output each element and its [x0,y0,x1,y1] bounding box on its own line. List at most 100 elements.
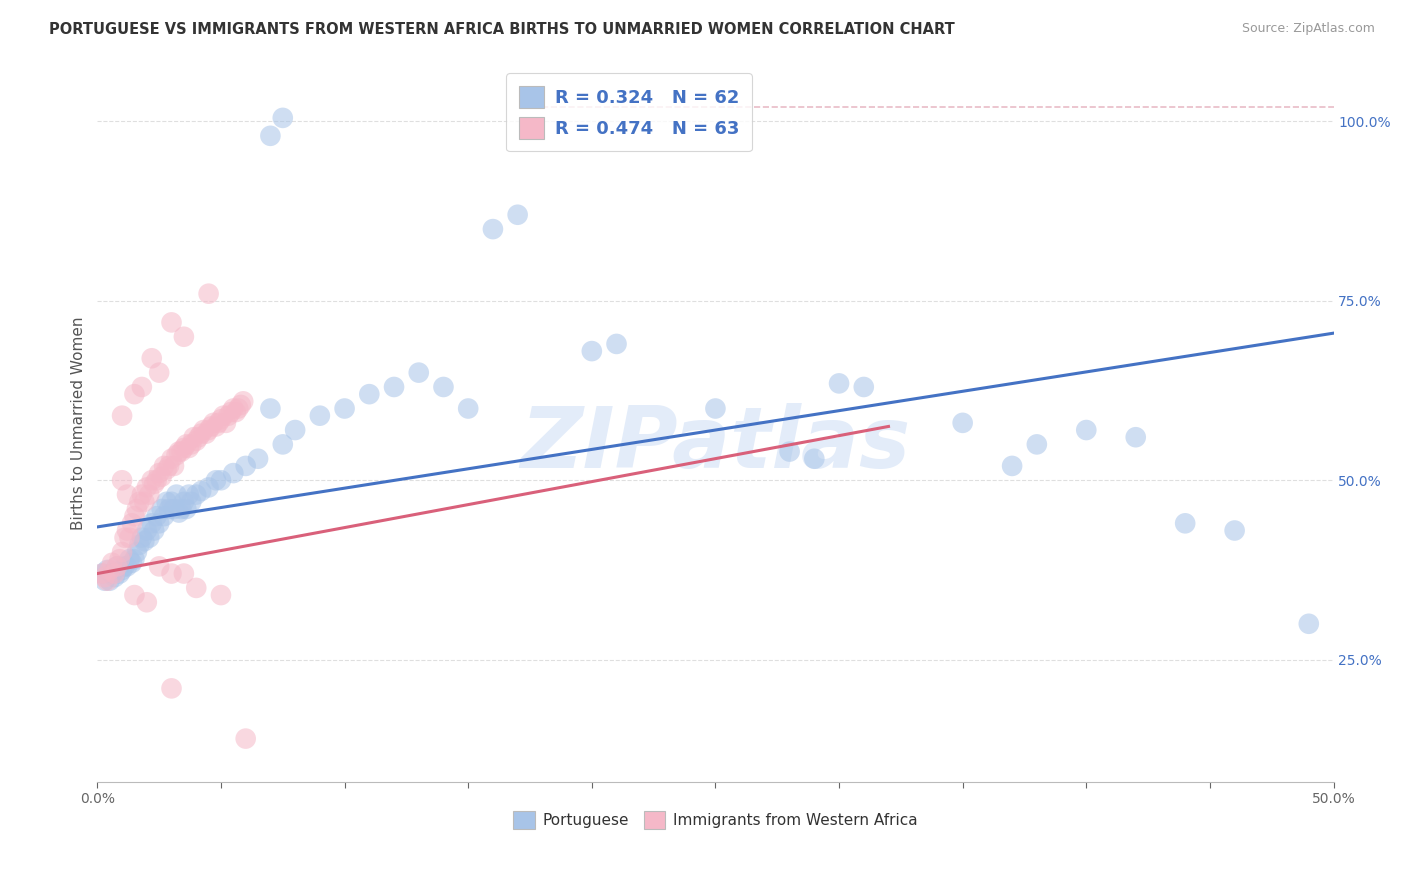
Point [1125,430,1147,444]
Point [163,502,186,516]
Point [803,451,825,466]
Point [101,566,124,581]
Point [308,409,330,423]
Point [94,574,117,588]
Point [852,380,875,394]
Point [952,416,974,430]
Point [186,581,208,595]
Point [128,495,150,509]
Point [160,315,183,329]
Point [160,681,183,696]
Point [104,566,127,581]
Point [157,458,180,473]
Point [779,444,801,458]
Point [1001,458,1024,473]
Point [217,409,239,423]
Point [209,412,232,426]
Point [212,409,235,423]
Point [150,502,173,516]
Point [1223,524,1246,538]
Point [205,419,228,434]
Point [215,416,238,430]
Point [226,401,249,416]
Point [114,559,136,574]
Point [170,502,193,516]
Point [131,488,153,502]
Point [606,337,628,351]
Point [704,401,727,416]
Point [1298,616,1320,631]
Point [91,566,114,581]
Point [160,495,183,509]
Point [177,441,200,455]
Point [457,401,479,416]
Point [153,509,176,524]
Point [180,495,202,509]
Point [408,366,430,380]
Text: ZIPatlas: ZIPatlas [520,403,911,486]
Point [134,534,156,549]
Text: PORTUGUESE VS IMMIGRANTS FROM WESTERN AFRICA BIRTHS TO UNMARRIED WOMEN CORRELATI: PORTUGUESE VS IMMIGRANTS FROM WESTERN AF… [49,22,955,37]
Point [121,556,143,570]
Point [138,488,160,502]
Point [259,128,281,143]
Point [581,344,603,359]
Point [98,563,121,577]
Point [118,552,141,566]
Point [121,516,143,531]
Legend: Portuguese, Immigrants from Western Africa: Portuguese, Immigrants from Western Afri… [508,805,924,835]
Point [482,222,505,236]
Point [186,434,208,448]
Point [157,502,180,516]
Point [124,387,146,401]
Point [115,559,138,574]
Point [167,444,190,458]
Point [145,473,167,487]
Point [150,469,173,483]
Point [98,574,121,588]
Point [166,488,188,502]
Point [145,509,167,524]
Point [193,423,215,437]
Point [153,458,176,473]
Point [131,380,153,394]
Point [284,423,307,437]
Point [197,286,219,301]
Point [235,458,257,473]
Point [160,451,183,466]
Point [170,444,193,458]
Point [1174,516,1197,531]
Point [124,552,146,566]
Point [247,451,270,466]
Point [219,405,242,419]
Point [205,473,228,487]
Point [135,595,157,609]
Point [1076,423,1098,437]
Point [187,430,209,444]
Point [271,111,294,125]
Point [1025,437,1047,451]
Point [114,531,136,545]
Point [115,524,138,538]
Point [124,509,146,524]
Point [195,426,218,441]
Point [135,524,157,538]
Point [143,524,166,538]
Point [134,495,156,509]
Point [173,566,195,581]
Point [143,476,166,491]
Point [148,366,170,380]
Point [163,458,186,473]
Text: Source: ZipAtlas.com: Source: ZipAtlas.com [1241,22,1375,36]
Point [105,559,128,574]
Point [333,401,356,416]
Point [222,401,245,416]
Point [96,563,118,577]
Point [209,473,232,487]
Point [177,488,200,502]
Point [176,502,198,516]
Point [506,208,529,222]
Point [155,462,177,476]
Point [128,538,150,552]
Point [176,437,198,451]
